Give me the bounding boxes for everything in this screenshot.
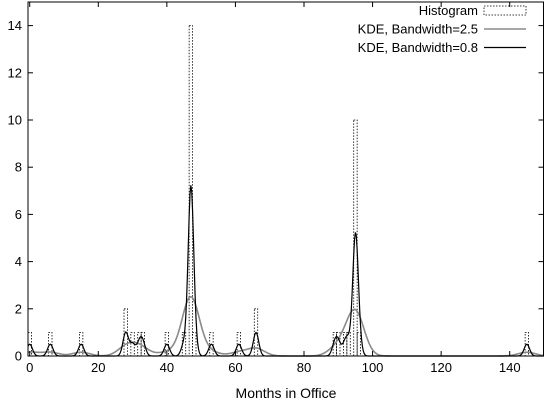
x-tick-label: 60 [228,360,242,375]
axes: 0 20 40 60 80 100 120 140 0 2 4 6 8 10 12 14 [8,1,544,375]
legend-label: KDE, Bandwidth=0.8 [358,40,478,55]
y-tick-label: 12 [8,65,22,80]
histogram-bar [346,331,351,357]
x-axis-label: Months in Office [236,385,337,401]
legend-label: Histogram [419,3,478,18]
legend: Histogram KDE, Bandwidth=2.5 KDE, Bandwidt… [358,3,527,55]
histogram-bar [188,25,193,357]
y-tick-label: 14 [8,18,22,33]
y-tick-label: 2 [15,301,22,316]
kde-curve [27,295,544,357]
legend-swatch [483,5,527,16]
histogram-bar [209,331,214,357]
histogram-bar [236,331,241,357]
y-tick-label: 4 [15,254,22,269]
kde-curve [27,185,544,357]
histogram-bar [48,331,53,357]
histogram-bar [336,331,341,357]
x-tick-label: 0 [26,360,33,375]
y-tick-label: 10 [8,113,22,128]
y-tick-label: 8 [15,160,22,175]
x-tick-label: 100 [362,360,384,375]
x-tick-label: 20 [91,360,105,375]
kde-curves [27,185,544,357]
x-tick-label: 140 [499,360,521,375]
histogram-bar [524,331,529,357]
plot-frame [27,1,544,357]
legend-label: KDE, Bandwidth=2.5 [358,22,478,37]
x-tick-label: 40 [160,360,174,375]
histogram-bar [356,331,361,357]
histogram-bar [79,331,84,357]
histogram-bars [27,25,529,357]
histogram-bar [192,331,197,357]
histogram-bar [164,331,169,357]
x-tick-label: 80 [297,360,311,375]
y-tick-label: 6 [15,207,22,222]
x-tick-label: 120 [430,360,452,375]
y-tick-label: 0 [15,349,22,364]
